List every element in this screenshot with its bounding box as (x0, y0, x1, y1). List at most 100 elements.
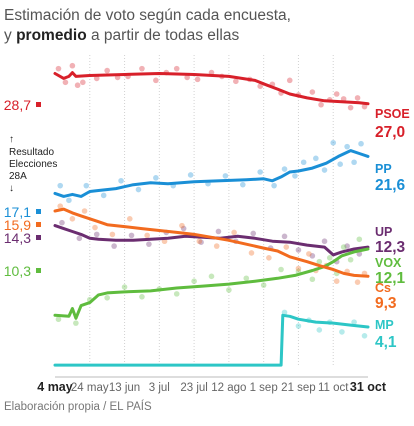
poll-point-psoe (361, 103, 368, 110)
result-label-vox: 10,3 (4, 263, 31, 279)
poll-point-vox (356, 236, 363, 243)
poll-point-pp (300, 159, 307, 166)
poll-point-psoe (173, 65, 180, 72)
poll-point-psoe (309, 89, 316, 95)
poll-point-up (111, 243, 117, 249)
poll-point-cs (179, 222, 185, 229)
series-name-psoe: PSOE (375, 107, 410, 121)
poll-point-pp (66, 197, 72, 204)
poll-point-cs (109, 231, 116, 238)
x-tick-label: 3 jul (149, 382, 170, 394)
poll-point-cs (81, 208, 88, 214)
series-final-pp: 21,6 (375, 177, 406, 194)
poll-point-cs (248, 250, 255, 256)
poll-point-cs (196, 238, 203, 245)
result-marker-pp (36, 209, 41, 214)
poll-point-vox (309, 276, 316, 283)
poll-point-psoe (347, 104, 354, 111)
poll-point-pp (271, 182, 277, 189)
x-tick-label: 21 sep (281, 382, 316, 394)
poll-point-cs (295, 265, 302, 272)
poll-point-vox (173, 291, 180, 297)
poll-point-pp (153, 175, 159, 181)
chart-title-line2-bold: promedio (16, 27, 87, 44)
average-line-vox (53, 247, 370, 320)
poll-point-pp (351, 159, 357, 166)
poll-point-psoe (93, 75, 100, 82)
poll-point-cs (354, 279, 361, 285)
poll-point-cs (306, 251, 312, 257)
result-marker-psoe (36, 102, 41, 107)
average-line-cs (53, 207, 370, 278)
series-final-cs: 9,3 (375, 295, 397, 312)
poll-point-pp (187, 172, 194, 178)
poll-point-psoe (257, 83, 263, 89)
poll-point-pp (100, 192, 107, 199)
poll-point-vox (73, 320, 79, 326)
poll-point-up (309, 253, 316, 259)
series-final-vox: 12,1 (375, 270, 406, 287)
x-tick-label: 12 ago (211, 382, 246, 394)
x-tick-label: 31 oct (350, 380, 387, 394)
poll-point-up (295, 247, 302, 253)
chart-title-line2-post: a partir de todas ellas (86, 27, 240, 44)
poll-point-pp (330, 139, 337, 146)
poll-point-psoe (333, 91, 340, 97)
poll-point-psoe (184, 74, 190, 81)
result-label-up: 14,3 (4, 230, 31, 246)
result-label-pp: 17,1 (4, 204, 31, 220)
poll-point-mp (316, 327, 323, 333)
poll-point-mp (281, 309, 288, 316)
footer-credit: Elaboración propia / EL PAÍS (4, 401, 152, 413)
poll-point-pp (344, 143, 350, 150)
poll-point-pp (292, 173, 298, 179)
poll-point-mp (351, 319, 357, 325)
x-tick-label: 1 sep (250, 382, 278, 394)
series-name-pp: PP (375, 162, 392, 176)
poll-point-up (281, 233, 288, 240)
x-tick-label: 13 jun (109, 382, 140, 394)
poll-point-vox (226, 287, 232, 293)
poll-point-mp (295, 323, 302, 329)
result-marker-vox (36, 268, 41, 273)
poll-point-cs (231, 229, 237, 236)
series-name-cs: Cs (375, 281, 391, 295)
poll-point-pp (222, 173, 229, 179)
annotation-arrow-up: ↑ (9, 134, 14, 145)
average-line-up (53, 224, 370, 257)
poll-point-up (146, 241, 152, 247)
poll-point-pp (281, 166, 288, 172)
x-tick-label: 11 oct (318, 382, 349, 394)
poll-point-psoe (74, 82, 81, 89)
average-line-mp (53, 313, 370, 367)
poll-point-vox (104, 294, 110, 301)
poll-point-pp (118, 177, 124, 184)
annotation-line2: Elecciones (9, 159, 57, 170)
poll-point-pp (257, 169, 263, 175)
poll-point-vox (347, 256, 354, 263)
average-line-pp (53, 149, 370, 198)
poll-point-psoe (354, 95, 361, 101)
poll-point-cs (92, 224, 98, 231)
average-line-psoe (53, 71, 370, 106)
poll-point-vox (139, 294, 145, 300)
poll-point-vox (278, 266, 284, 273)
poll-point-pp (358, 140, 364, 147)
annotation-line3: 28A (9, 171, 27, 182)
annotation-line1: Resultado (9, 147, 54, 158)
poll-point-psoe (286, 77, 293, 84)
poll-point-psoe (69, 62, 76, 69)
poll-point-up (250, 230, 257, 237)
poll-point-up (215, 228, 222, 235)
poll-point-vox (208, 273, 215, 280)
poll-point-psoe (80, 79, 86, 86)
poll-point-up (128, 232, 135, 239)
poll-point-psoe (233, 78, 239, 85)
poll-point-psoe (62, 79, 69, 86)
series-final-up: 12,3 (375, 239, 406, 256)
x-tick-label: 4 may (37, 380, 72, 394)
poll-point-pp (57, 182, 64, 189)
poll-point-vox (121, 284, 128, 290)
poll-point-cs (57, 203, 64, 209)
series-name-mp: MP (375, 318, 394, 332)
